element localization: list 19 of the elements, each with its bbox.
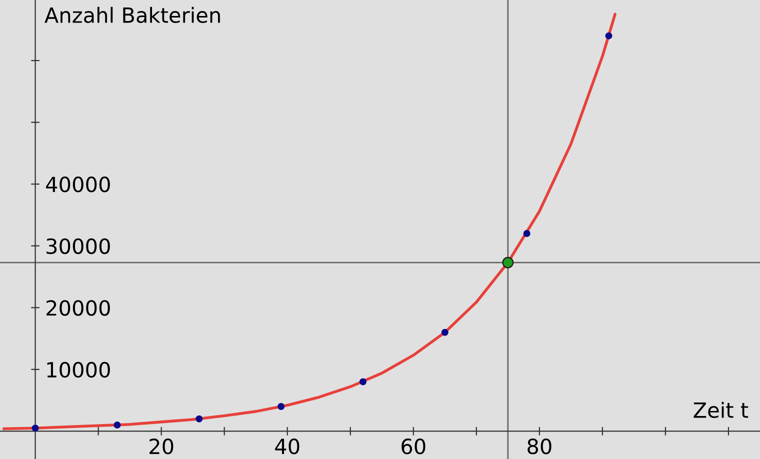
x-tick-label: 40 [275,438,300,454]
point [278,402,285,410]
x-tick-label: 60 [402,438,426,454]
point [196,415,203,422]
y-tick-label: 10000 [47,362,110,378]
point [605,32,612,40]
point [114,422,121,429]
x-axis-title: Zeit t [694,402,748,418]
y-tick-label: 20000 [46,300,110,316]
point [359,378,366,386]
point [441,328,448,336]
y-axis-title: Anzahl Bakterien [44,6,220,24]
y-tick-label: 40000 [46,176,110,192]
x-tick-label: 20 [150,438,174,454]
point [502,256,514,268]
x-tick-label: 80 [528,438,552,454]
point [32,424,39,432]
point [523,230,530,238]
y-tick-label: 30000 [46,238,110,254]
